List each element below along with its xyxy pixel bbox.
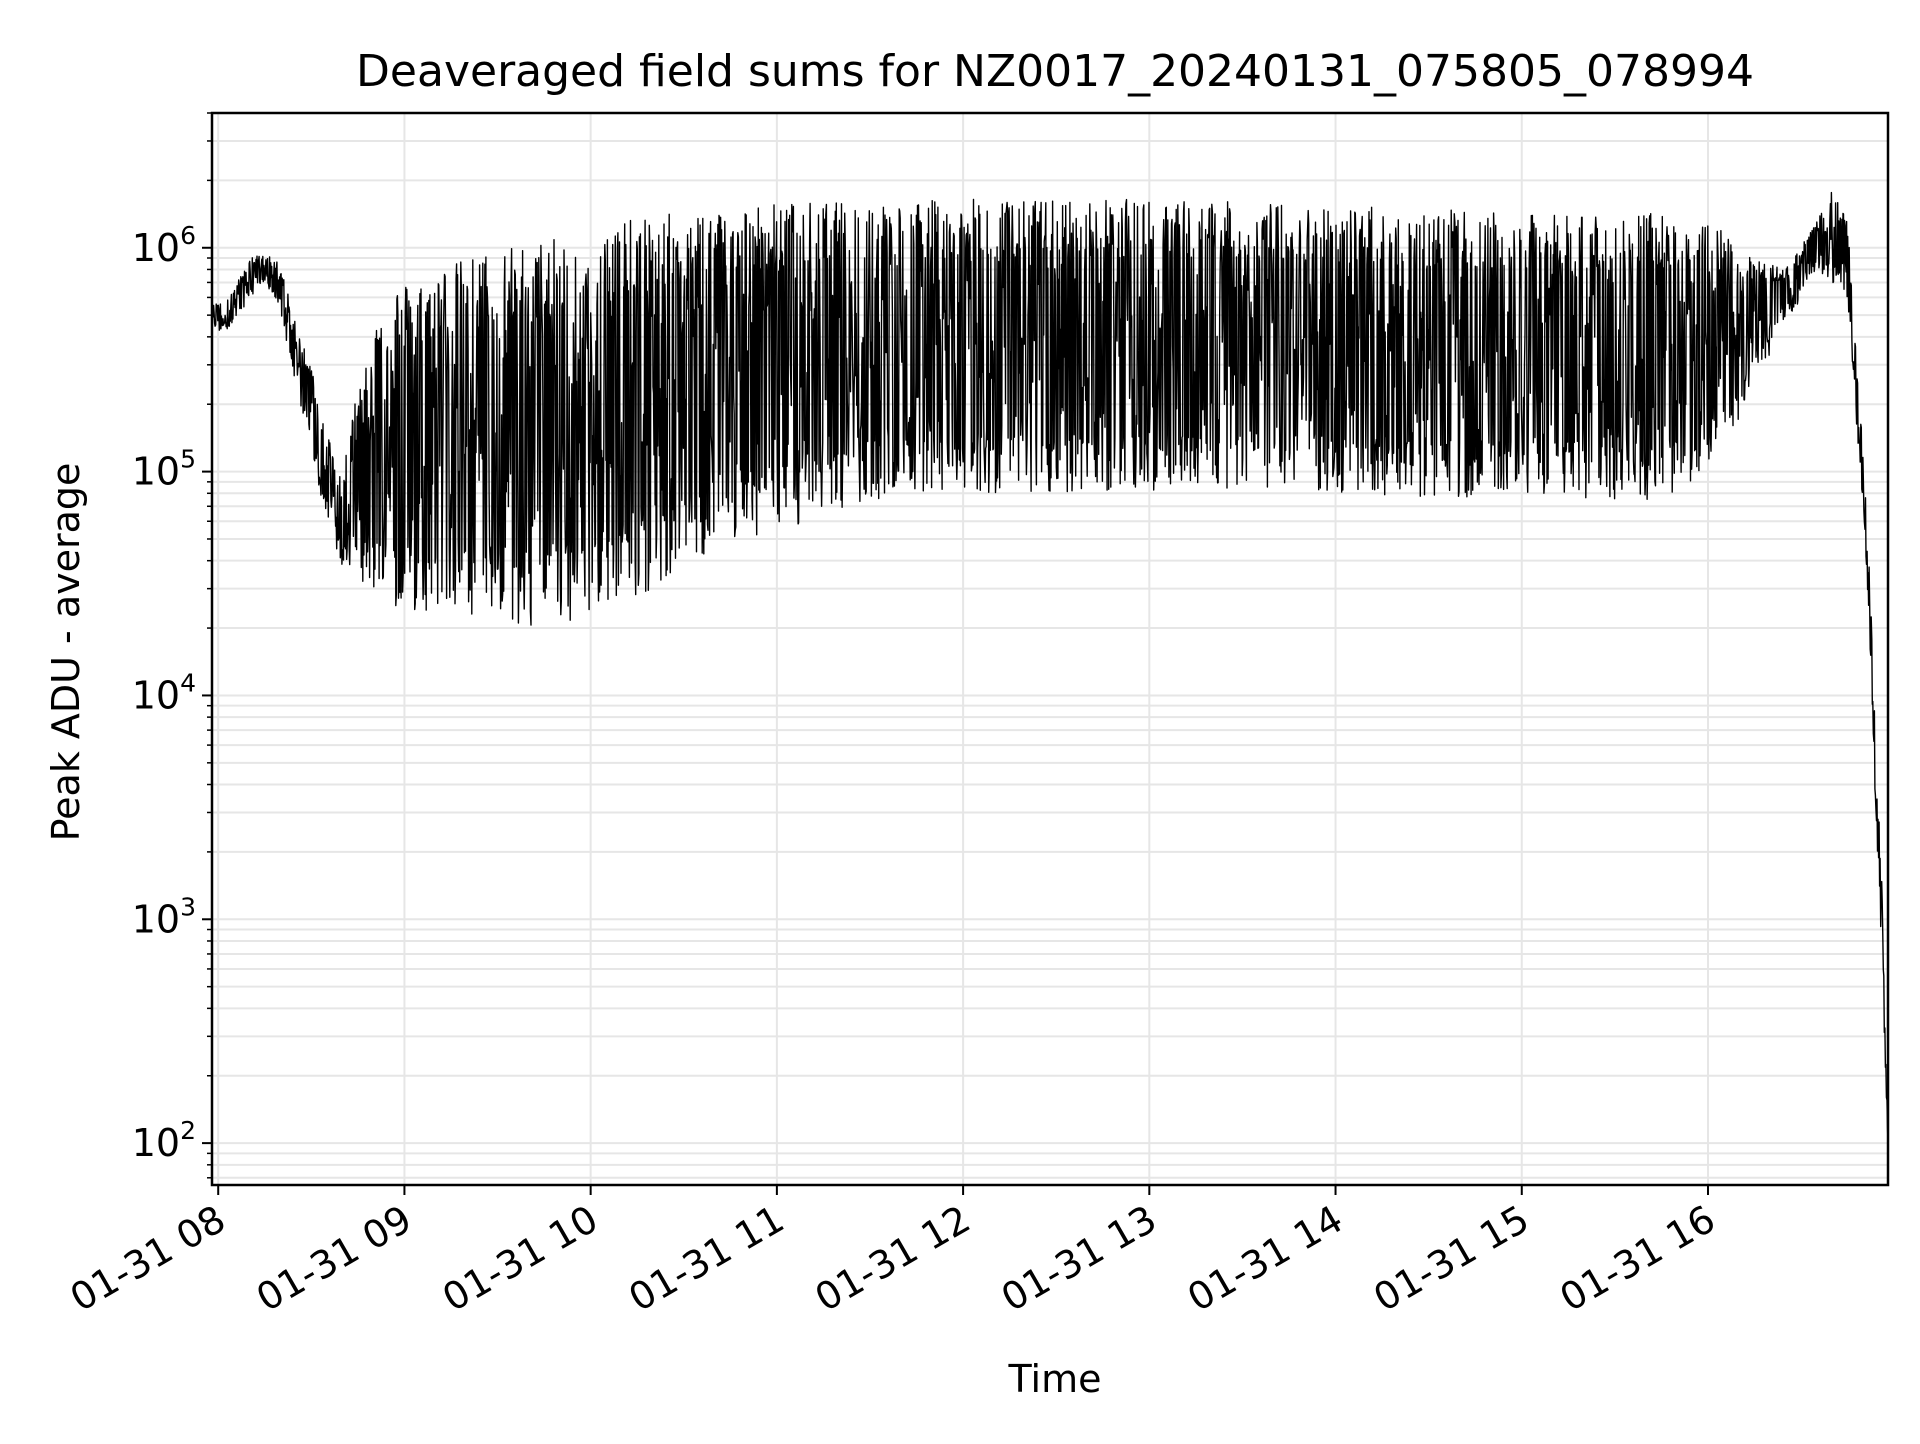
y-tick-label: 105 bbox=[132, 445, 196, 494]
y-tick-label: 102 bbox=[132, 1116, 196, 1165]
series-layer bbox=[211, 191, 1889, 1144]
y-tick-label: 103 bbox=[132, 892, 196, 941]
x-axis-label: Time bbox=[1008, 1357, 1102, 1401]
y-tick-label-exponent: 6 bbox=[180, 221, 196, 250]
grid-layer bbox=[212, 112, 1888, 1185]
series-line bbox=[211, 191, 1889, 1144]
y-tick-label-base: 10 bbox=[132, 673, 180, 717]
y-tick-label-exponent: 4 bbox=[180, 668, 196, 697]
y-tick-label-exponent: 2 bbox=[180, 1116, 196, 1145]
y-tick-label: 106 bbox=[132, 221, 196, 270]
chart-title: Deaveraged field sums for NZ0017_2024013… bbox=[356, 46, 1754, 97]
y-tick-label-base: 10 bbox=[132, 450, 180, 494]
y-tick-label-base: 10 bbox=[132, 1121, 180, 1165]
y-axis-label: Peak ADU - average bbox=[44, 463, 88, 842]
y-tick-label-base: 10 bbox=[132, 897, 180, 941]
y-tick-label-base: 10 bbox=[132, 226, 180, 270]
plot-frame bbox=[210, 111, 1890, 1187]
y-tick-label-exponent: 3 bbox=[180, 892, 196, 921]
y-tick-label: 104 bbox=[132, 668, 196, 717]
y-tick-label-exponent: 5 bbox=[180, 445, 196, 474]
